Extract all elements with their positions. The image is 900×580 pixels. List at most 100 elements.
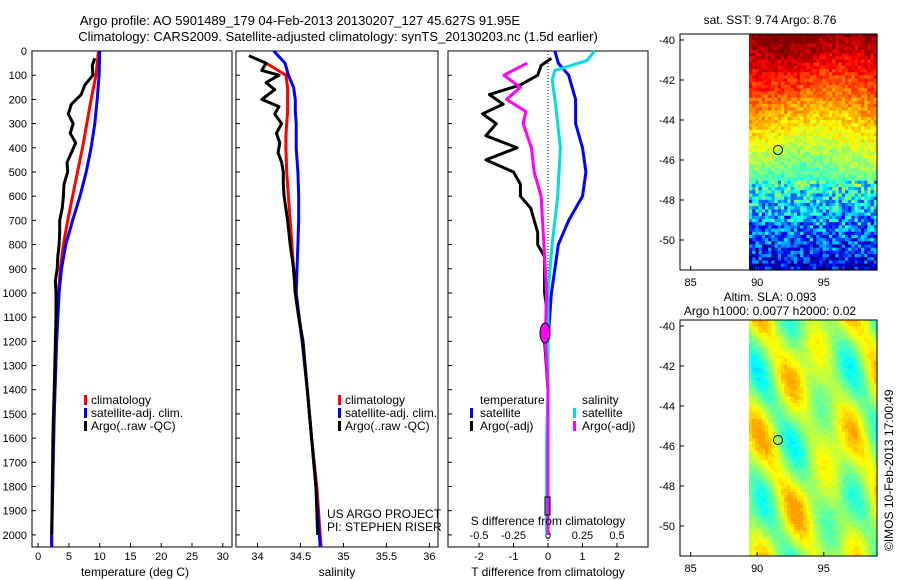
heatmap-cell — [822, 190, 827, 195]
heatmap-cell — [777, 139, 782, 144]
heatmap-cell — [771, 351, 776, 356]
heatmap-cell — [781, 215, 785, 220]
heatmap-cell — [806, 434, 811, 439]
heatmap-cell — [752, 329, 756, 334]
heatmap-cell — [761, 463, 766, 468]
heatmap-cell — [800, 358, 804, 363]
heatmap-cell — [809, 107, 814, 112]
heatmap-cell — [838, 438, 843, 442]
heatmap-cell — [768, 371, 772, 375]
heatmap-cell — [813, 231, 817, 236]
heatmap-cell — [861, 367, 865, 372]
heatmap-cell — [806, 123, 811, 128]
heatmap-cell — [819, 72, 824, 77]
heatmap-cell — [848, 177, 852, 182]
heatmap-cell — [797, 209, 801, 214]
heatmap-cell — [864, 65, 868, 70]
heatmap-cell — [768, 222, 772, 226]
heatmap-cell — [829, 139, 833, 144]
heatmap-cell — [854, 460, 859, 465]
heatmap-cell — [838, 164, 843, 169]
heatmap-cell — [813, 65, 817, 70]
heatmap-cell — [749, 342, 753, 347]
heatmap-cell — [829, 209, 833, 214]
heatmap-cell — [861, 196, 865, 201]
heatmap-cell — [857, 72, 862, 77]
heatmap-cell — [790, 447, 795, 452]
heatmap-cell — [768, 377, 772, 382]
heatmap-cell — [822, 399, 827, 404]
heatmap-cell — [781, 193, 785, 198]
heatmap-cell — [803, 171, 808, 175]
heatmap-cell — [832, 342, 836, 347]
heatmap-cell — [854, 215, 859, 220]
heatmap-cell — [832, 257, 836, 262]
heatmap-cell — [857, 120, 862, 124]
heatmap-cell — [790, 438, 795, 442]
heatmap-cell — [787, 364, 792, 369]
heatmap-cell — [755, 415, 760, 420]
heatmap-cell — [845, 332, 849, 337]
heatmap-cell — [771, 81, 776, 86]
heatmap-cell — [781, 399, 785, 404]
heatmap-cell — [864, 231, 868, 236]
heatmap-cell — [835, 244, 840, 249]
heatmap-cell — [816, 155, 820, 159]
heatmap-cell — [848, 81, 852, 86]
heatmap-cell — [848, 180, 852, 185]
heatmap-cell — [873, 123, 878, 128]
heatmap-cell — [829, 326, 833, 331]
heatmap-cell — [758, 434, 763, 439]
heatmap-cell — [867, 69, 872, 73]
heatmap-cell — [793, 37, 798, 41]
heatmap-cell — [777, 402, 782, 407]
heatmap-cell — [797, 434, 801, 439]
heatmap-cell — [854, 342, 859, 347]
heatmap-cell — [813, 339, 817, 343]
heatmap-cell — [774, 129, 779, 134]
heatmap-cell — [816, 402, 820, 407]
heatmap-cell — [873, 40, 878, 45]
heatmap-cell — [829, 441, 833, 445]
heatmap-cell — [790, 380, 795, 385]
heatmap-cell — [822, 203, 827, 207]
heatmap-cell — [784, 371, 788, 375]
heatmap-cell — [749, 222, 753, 226]
heatmap-cell — [797, 250, 801, 255]
heatmap-cell — [835, 406, 840, 410]
heatmap-cell — [768, 75, 772, 80]
heatmap-cell — [790, 260, 795, 265]
heatmap-cell — [752, 428, 756, 433]
heatmap-cell — [790, 69, 795, 73]
heatmap-cell — [857, 94, 862, 99]
heatmap-cell — [854, 326, 859, 331]
heatmap-cell — [797, 453, 801, 458]
heatmap-cell — [819, 145, 824, 150]
heatmap-cell — [800, 161, 804, 166]
heatmap-cell — [777, 431, 782, 436]
heatmap-cell — [803, 374, 808, 379]
heatmap-cell — [813, 383, 817, 388]
heatmap-cell — [832, 444, 836, 449]
heatmap-cell — [829, 390, 833, 394]
heatmap-cell — [771, 386, 776, 391]
heatmap-cell — [854, 53, 859, 57]
heatmap-cell — [777, 234, 782, 239]
heatmap-cell — [848, 380, 852, 385]
heatmap-cell — [787, 88, 792, 93]
heatmap-cell — [781, 358, 785, 363]
heatmap-cell — [790, 104, 795, 108]
heatmap-cell — [825, 209, 830, 214]
heatmap-cell — [784, 412, 788, 417]
heatmap-cell — [781, 49, 785, 54]
heatmap-cell — [787, 56, 792, 61]
heatmap-cell — [845, 155, 849, 159]
heatmap-cell — [758, 152, 763, 156]
heatmap-cell — [803, 351, 808, 356]
legend-label-argo: Argo(..raw -QC) — [91, 419, 176, 433]
heatmap-cell — [864, 215, 868, 220]
heatmap-cell — [761, 409, 766, 414]
heatmap-cell — [784, 444, 788, 449]
heatmap-cell — [765, 415, 769, 420]
heatmap-cell — [822, 107, 827, 112]
